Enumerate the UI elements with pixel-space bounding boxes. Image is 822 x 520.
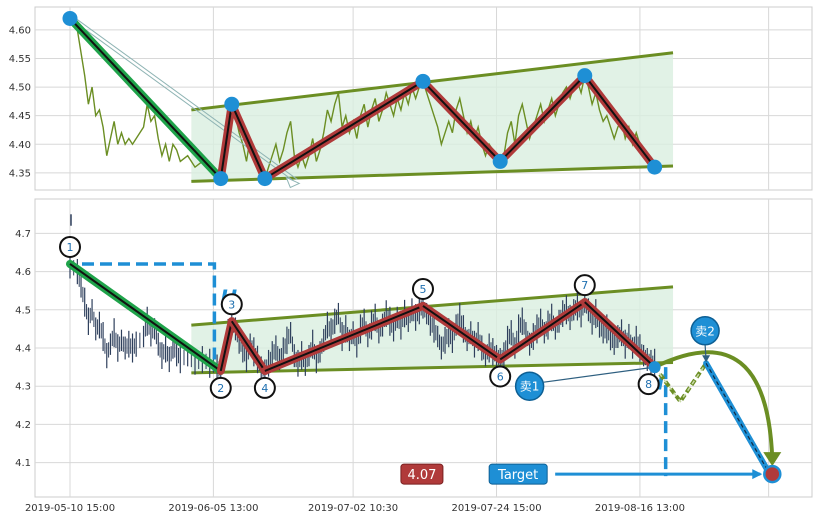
sell-badge [690,316,720,346]
target-label-box [488,463,548,485]
top-pattern-legs [66,14,659,183]
sell-pointer [543,366,655,383]
pointer-arrow-head [285,176,301,189]
pattern-point-label: 5 [419,283,426,296]
pattern-point-marker [59,235,81,258]
sell-pointer-head [702,355,711,363]
curved-arrow-head [763,452,782,467]
y-tick-label: 4.45 [9,111,31,122]
pattern-leg-core [499,74,586,163]
pattern-node-dot [647,159,663,175]
pattern-point-label: 1 [67,241,74,254]
channel-upper-line [191,51,674,112]
y-tick-label: 4.60 [9,25,31,36]
pattern-point-label: 2 [217,382,224,395]
pattern-leg-core [230,320,266,372]
pattern-leg-core [584,301,656,368]
y-tick-label: 4.1 [15,458,31,469]
y-tick-label: 4.50 [9,83,31,94]
pattern-leg-core [219,321,233,372]
y-tick-label: 4.4 [15,344,31,355]
target-value-box [400,463,444,485]
pattern-node-dot [224,96,240,112]
channel-upper-line [191,285,674,327]
y-tick-label: 4.55 [9,54,31,65]
x-tick-label: 2019-05-10 15:00 [25,503,115,514]
pattern-point-marker [411,277,434,300]
pattern-node-dot [62,10,78,26]
pattern-point-label: 7 [581,279,588,292]
curved-arrow [653,350,775,461]
pattern-point-label: 8 [645,378,652,391]
pattern-leg-core [422,305,501,361]
sell-badge-label: 卖1 [520,380,540,394]
pattern-node-dot [213,171,229,187]
pattern-point-label: 6 [497,370,504,383]
bottom-pattern-labels: 1 2 3 4 5 6 7 8 [59,235,660,399]
y-tick-label: 4.3 [15,382,31,393]
pattern-node-dot [492,153,508,169]
y-tick-label: 4.7 [15,229,31,240]
pattern-leg-core [69,263,222,372]
pattern-leg-core [219,104,233,179]
x-tick-label: 2019-08-16 13:00 [595,503,685,514]
pattern-point-marker [573,274,596,297]
pattern-leg-core [583,75,656,168]
pattern-node-dot [577,68,593,84]
target-point [763,464,782,484]
top-chart-panel: 4.35 4.40 4.45 4.50 4.55 4.60 [9,6,813,191]
sell-badge [514,371,545,401]
pattern-point-marker [220,293,243,316]
bottom-x-axis: 2019-05-10 15:00 2019-06-05 13:00 2019-07-… [25,503,685,514]
sell-badge-label: 卖2 [695,324,715,338]
pattern-leg-core [69,17,222,180]
pattern-node-dot [648,361,661,374]
pattern-node-dot [257,171,273,187]
x-tick-label: 2019-07-24 15:00 [451,503,541,514]
pattern-leg-core [499,301,586,361]
pattern-point-marker [209,376,232,399]
pattern-leg-core [264,305,424,372]
pattern-point-label: 3 [228,298,235,311]
pattern-leg-core [422,80,501,163]
y-tick-label: 4.6 [15,267,31,278]
top-pattern-nodes [62,10,663,187]
target-value-text: 4.07 [407,468,436,483]
bottom-pattern-legs [66,259,661,375]
top-y-axis: 4.35 4.40 4.45 4.50 4.55 4.60 [9,25,31,179]
pointer-arrow-line [72,16,298,180]
y-tick-label: 4.5 [15,305,31,316]
projection-path-core [654,362,707,403]
pattern-leg-core [230,103,266,179]
pattern-point-marker [253,376,276,399]
pattern-point-marker [637,373,660,396]
height-measure-dashed [82,262,217,371]
x-tick-label: 2019-07-02 10:30 [308,503,398,514]
target-label-text: Target [497,468,538,483]
bottom-y-axis: 4.1 4.2 4.3 4.4 4.5 4.6 4.7 [15,229,31,469]
target-arrow-core [705,362,767,469]
target-pointer-head [752,469,763,480]
pattern-point-label: 4 [261,382,268,395]
pattern-node-dot [415,73,431,89]
y-tick-label: 4.35 [9,168,31,179]
x-tick-label: 2019-06-05 13:00 [168,503,258,514]
pattern-point-marker [489,365,512,388]
y-tick-label: 4.2 [15,420,31,431]
y-tick-label: 4.40 [9,140,31,151]
bottom-chart-panel: 4.14.24.34.44.54.64.7 2019-05-10 15:00 20… [15,198,813,514]
pattern-leg-core [264,80,424,180]
